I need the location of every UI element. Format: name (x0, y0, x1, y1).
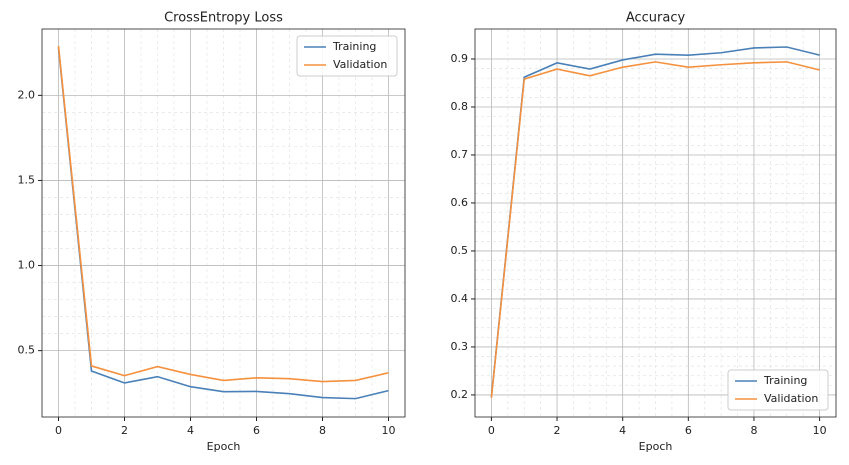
y-tick-label: 0.4 (451, 292, 469, 305)
y-tick-label: 0.5 (451, 244, 469, 257)
legend-label: Training (332, 40, 376, 53)
y-tick-label: 1.0 (18, 259, 36, 272)
chart-title: CrossEntropy Loss (164, 11, 283, 26)
x-tick-label: 10 (813, 424, 827, 437)
legend-label: Validation (764, 392, 818, 405)
line-series (57, 47, 389, 400)
x-tick-label: 0 (55, 424, 62, 437)
x-tick-label: 4 (187, 424, 194, 437)
line-series (490, 61, 820, 398)
y-tick-label: 0.2 (451, 388, 469, 401)
y-tick-label: 0.6 (451, 196, 469, 209)
x-axis-label: Epoch (207, 440, 241, 453)
line-series (490, 46, 820, 397)
y-tick-label: 0.5 (18, 344, 36, 357)
y-tick-label: 1.5 (18, 173, 36, 186)
x-tick-label: 8 (750, 424, 757, 437)
x-tick-label: 10 (382, 424, 396, 437)
x-tick-label: 0 (488, 424, 495, 437)
plot-frame (41, 28, 406, 418)
line-series (57, 45, 389, 383)
x-axis-label: Epoch (639, 440, 673, 453)
y-tick-label: 0.7 (451, 148, 469, 161)
y-tick-label: 2.0 (18, 88, 36, 101)
legend-label: Training (763, 374, 807, 387)
legend-label: Validation (333, 58, 387, 71)
chart-title: Accuracy (626, 11, 686, 26)
x-tick-label: 2 (121, 424, 128, 437)
x-tick-label: 4 (619, 424, 626, 437)
y-tick-label: 0.8 (451, 100, 469, 113)
x-tick-label: 2 (554, 424, 561, 437)
x-tick-label: 6 (685, 424, 692, 437)
x-tick-label: 6 (253, 424, 260, 437)
y-tick-label: 0.3 (451, 340, 469, 353)
y-tick-label: 0.9 (451, 52, 469, 65)
legend-box (296, 35, 398, 77)
plot-frame (474, 28, 837, 418)
x-tick-label: 8 (319, 424, 326, 437)
legend-box (727, 369, 829, 411)
